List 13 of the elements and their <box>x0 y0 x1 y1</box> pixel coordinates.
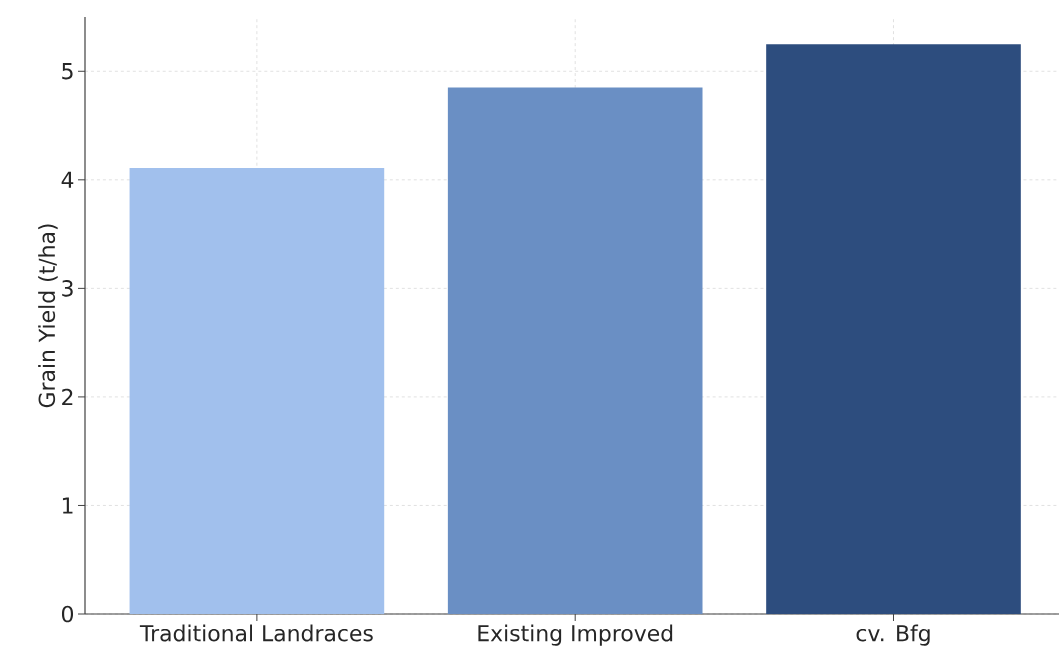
y-tick-label: 3 <box>62 280 73 297</box>
y-tick-label: 5 <box>62 63 73 80</box>
x-tick-label: Traditional Landraces <box>139 624 373 642</box>
y-tick-label: 4 <box>61 171 74 188</box>
bar <box>129 167 385 614</box>
y-tick-label: 0 <box>61 605 74 623</box>
y-tick-label: 1 <box>62 497 73 514</box>
y-axis-title: Grain Yield (t/ha) <box>38 224 58 408</box>
x-tick-label: cv. Bfg <box>856 624 930 646</box>
y-tick-label: 2 <box>62 388 73 406</box>
bar <box>766 44 1021 614</box>
bar <box>447 87 703 614</box>
x-tick-label: Existing Improved <box>478 624 673 646</box>
